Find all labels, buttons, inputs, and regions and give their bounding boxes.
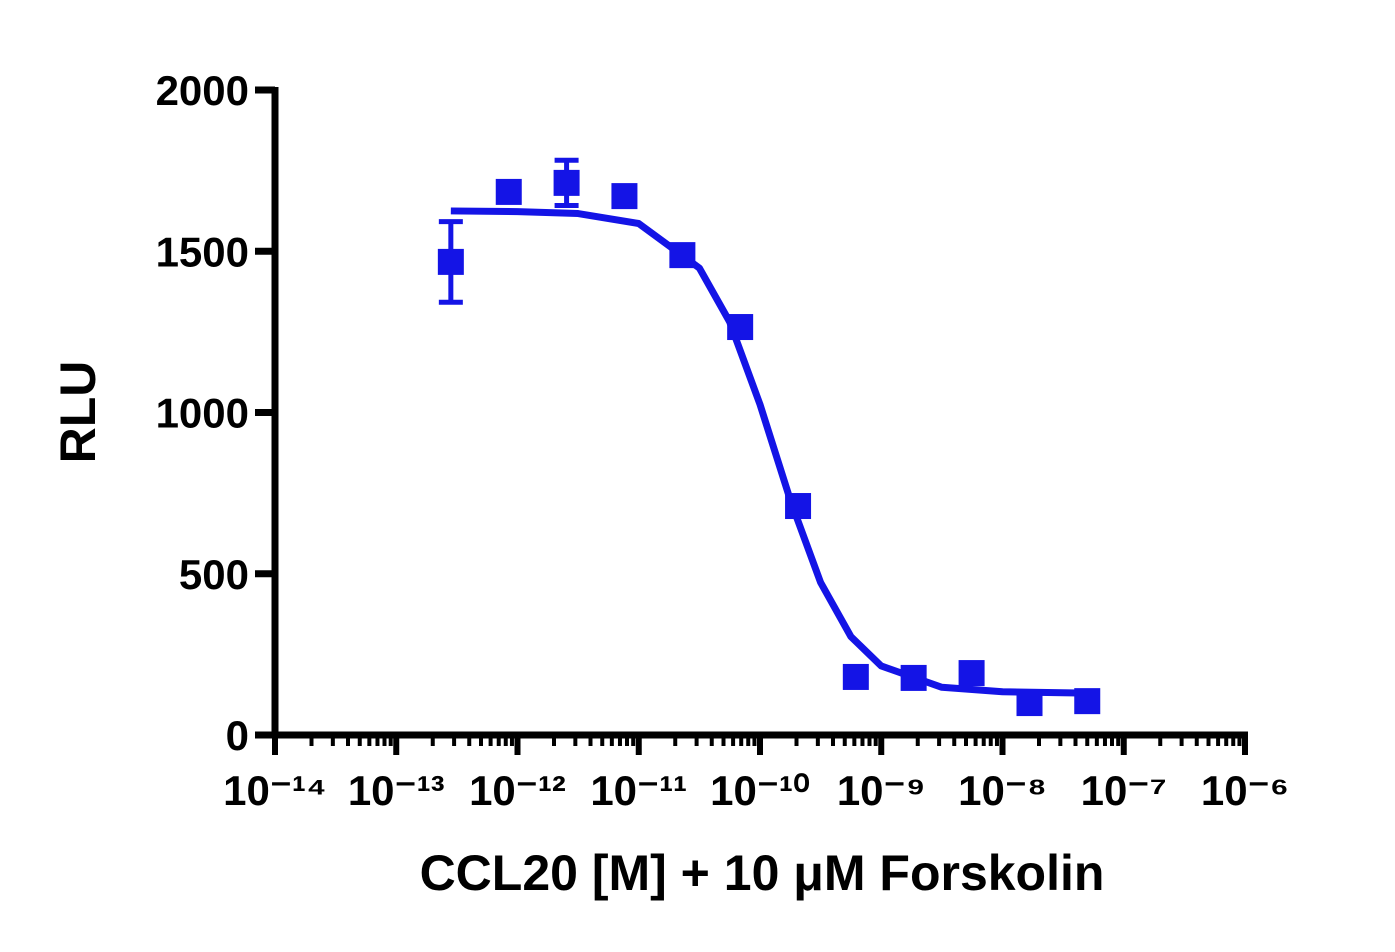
x-tick-label: 10⁻¹¹ xyxy=(590,767,687,814)
data-point xyxy=(900,664,927,691)
data-point xyxy=(553,169,580,196)
y-tick-label: 1000 xyxy=(156,390,249,437)
x-tick-label: 10⁻⁷ xyxy=(1081,767,1167,814)
data-point xyxy=(1074,688,1101,715)
data-point xyxy=(1016,690,1043,717)
y-tick-label: 500 xyxy=(179,551,249,598)
data-point xyxy=(958,660,985,687)
x-tick-label: 10⁻⁹ xyxy=(837,767,926,814)
x-tick-label: 10⁻⁸ xyxy=(958,767,1047,814)
x-tick-label: 10⁻¹² xyxy=(469,767,566,814)
x-tick-label: 10⁻⁶ xyxy=(1201,767,1289,814)
data-point xyxy=(842,663,869,690)
x-tick-label: 10⁻¹³ xyxy=(348,767,445,814)
x-tick-label: 10⁻¹⁰ xyxy=(710,767,810,814)
x-axis-label: CCL20 [M] + 10 μM Forskolin xyxy=(420,845,1105,901)
x-tick-label: 10⁻¹⁴ xyxy=(223,767,327,814)
data-point xyxy=(437,248,464,275)
y-tick-label: 0 xyxy=(226,712,249,759)
y-tick-label: 2000 xyxy=(156,67,249,114)
data-point xyxy=(669,242,696,269)
data-point xyxy=(495,178,522,205)
y-axis-label: RLU xyxy=(50,361,106,464)
data-point xyxy=(611,183,638,210)
fit-curve xyxy=(450,207,1088,697)
y-tick-label: 1500 xyxy=(156,228,249,275)
data-point xyxy=(785,493,812,520)
data-point xyxy=(727,314,754,341)
